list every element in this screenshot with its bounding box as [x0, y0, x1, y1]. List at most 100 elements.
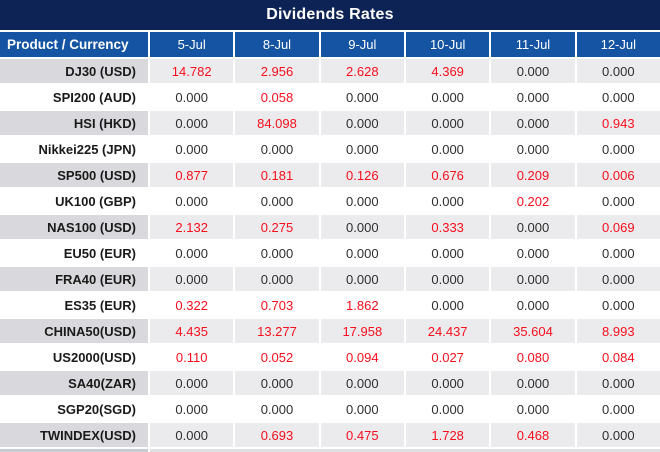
- value-cell: 0.000: [150, 189, 234, 213]
- bottom-edge-left: [0, 449, 148, 452]
- product-cell: SA40(ZAR): [0, 371, 148, 395]
- value-cell: 0.000: [405, 241, 490, 265]
- date-column-header: 10-Jul: [405, 32, 490, 57]
- table-row: SGP20(SGD) 0.000 0.000 0.000 0.000 0.000 0.000: [0, 397, 660, 421]
- table-row: SP500 (USD) 0.877 0.181 0.126 0.676 0.209 0.00…: [0, 163, 660, 187]
- value-cell: 0.006: [576, 163, 660, 187]
- product-cell: UK100 (GBP): [0, 189, 148, 213]
- value-cell: 0.322: [150, 293, 234, 317]
- title-bar: Dividends Rates: [0, 0, 660, 30]
- value-cell: 0.000: [576, 85, 660, 109]
- value-cell: 0.000: [576, 397, 660, 421]
- value-cell: 8.993: [576, 319, 660, 343]
- value-cell: 0.000: [491, 215, 575, 239]
- value-cell: 14.782: [150, 59, 234, 83]
- value-cell: 0.080: [491, 345, 575, 369]
- value-cell: 0.943: [576, 111, 660, 135]
- product-cell: SPI200 (AUD): [0, 85, 148, 109]
- value-cell: 35.604: [491, 319, 575, 343]
- date-column-header: 9-Jul: [320, 32, 404, 57]
- product-cell: HSI (HKD): [0, 111, 148, 135]
- value-cell: 0.000: [320, 189, 404, 213]
- value-cell: 4.435: [150, 319, 234, 343]
- value-cell: 0.181: [235, 163, 319, 187]
- widget-title: Dividends Rates: [266, 6, 394, 23]
- value-cell: 0.126: [320, 163, 404, 187]
- value-cell: 0.000: [405, 111, 490, 135]
- value-cell: 0.000: [235, 371, 319, 395]
- product-cell: SGP20(SGD): [0, 397, 148, 421]
- table-row: US2000(USD) 0.110 0.052 0.094 0.027 0.080 0.08…: [0, 345, 660, 369]
- value-cell: 0.000: [320, 397, 404, 421]
- value-cell: 0.000: [491, 137, 575, 161]
- value-cell: 0.000: [320, 111, 404, 135]
- value-cell: 0.000: [491, 111, 575, 135]
- value-cell: 4.369: [405, 59, 490, 83]
- value-cell: 0.000: [235, 189, 319, 213]
- value-cell: 2.628: [320, 59, 404, 83]
- table-row: CHINA50(USD) 4.435 13.277 17.958 24.437 35.60…: [0, 319, 660, 343]
- value-cell: 0.000: [491, 85, 575, 109]
- value-cell: 0.000: [150, 137, 234, 161]
- value-cell: 0.000: [150, 267, 234, 291]
- table-row: UK100 (GBP) 0.000 0.000 0.000 0.000 0.202 0.00…: [0, 189, 660, 213]
- date-column-header: 8-Jul: [235, 32, 319, 57]
- product-cell: EU50 (EUR): [0, 241, 148, 265]
- value-cell: 0.000: [150, 85, 234, 109]
- value-cell: 0.475: [320, 423, 404, 447]
- value-cell: 0.000: [576, 423, 660, 447]
- value-cell: 0.000: [576, 189, 660, 213]
- table-row: ES35 (EUR) 0.322 0.703 1.862 0.000 0.000 0.000: [0, 293, 660, 317]
- value-cell: 0.000: [405, 85, 490, 109]
- value-cell: 0.058: [235, 85, 319, 109]
- date-column-header: 11-Jul: [491, 32, 575, 57]
- value-cell: 0.468: [491, 423, 575, 447]
- date-column-header: 12-Jul: [576, 32, 660, 57]
- value-cell: 24.437: [405, 319, 490, 343]
- value-cell: 0.000: [405, 397, 490, 421]
- value-cell: 0.110: [150, 345, 234, 369]
- value-cell: 0.052: [235, 345, 319, 369]
- product-cell: FRA40 (EUR): [0, 267, 148, 291]
- value-cell: 0.027: [405, 345, 490, 369]
- value-cell: 0.202: [491, 189, 575, 213]
- value-cell: 0.000: [576, 241, 660, 265]
- value-cell: 0.000: [491, 397, 575, 421]
- product-cell: Nikkei225 (JPN): [0, 137, 148, 161]
- value-cell: 0.000: [320, 137, 404, 161]
- value-cell: 0.000: [150, 423, 234, 447]
- product-cell: CHINA50(USD): [0, 319, 148, 343]
- value-cell: 17.958: [320, 319, 404, 343]
- value-cell: 0.000: [320, 267, 404, 291]
- value-cell: 0.000: [405, 137, 490, 161]
- value-cell: 0.000: [491, 293, 575, 317]
- value-cell: 0.000: [576, 137, 660, 161]
- product-cell: TWINDEX(USD): [0, 423, 148, 447]
- product-cell: ES35 (EUR): [0, 293, 148, 317]
- value-cell: 0.000: [320, 215, 404, 239]
- value-cell: 0.000: [235, 137, 319, 161]
- table-row: Nikkei225 (JPN) 0.000 0.000 0.000 0.000 0.000…: [0, 137, 660, 161]
- table-row: EU50 (EUR) 0.000 0.000 0.000 0.000 0.000 0.000: [0, 241, 660, 265]
- product-currency-header: Product / Currency: [0, 32, 148, 57]
- bottom-edge: [0, 449, 660, 452]
- value-cell: 0.000: [405, 267, 490, 291]
- value-cell: 2.956: [235, 59, 319, 83]
- value-cell: 0.000: [150, 241, 234, 265]
- value-cell: 0.000: [405, 293, 490, 317]
- value-cell: 0.094: [320, 345, 404, 369]
- value-cell: 0.676: [405, 163, 490, 187]
- value-cell: 0.000: [235, 267, 319, 291]
- value-cell: 0.693: [235, 423, 319, 447]
- table-row: NAS100 (USD) 2.132 0.275 0.000 0.333 0.000 0.0…: [0, 215, 660, 239]
- value-cell: 0.000: [405, 189, 490, 213]
- value-cell: 0.000: [150, 111, 234, 135]
- table-row: HSI (HKD) 0.000 84.098 0.000 0.000 0.000 0.943: [0, 111, 660, 135]
- value-cell: 0.000: [235, 241, 319, 265]
- table-body: DJ30 (USD) 14.782 2.956 2.628 4.369 0.000 0.00…: [0, 59, 660, 447]
- date-column-header: 5-Jul: [150, 32, 234, 57]
- value-cell: 2.132: [150, 215, 234, 239]
- product-cell: US2000(USD): [0, 345, 148, 369]
- value-cell: 0.069: [576, 215, 660, 239]
